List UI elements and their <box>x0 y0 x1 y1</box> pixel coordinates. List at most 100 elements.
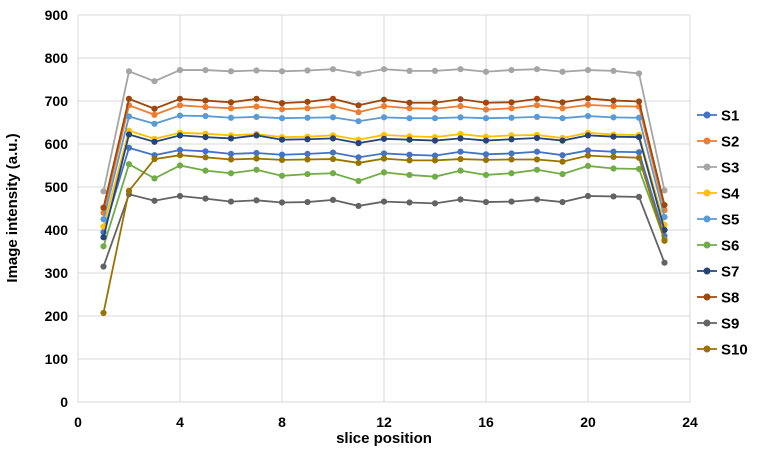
point-S9 <box>227 198 235 205</box>
point-S8 <box>125 95 133 102</box>
point-S5 <box>380 114 388 121</box>
legend-marker-dot <box>703 111 711 119</box>
series-layer <box>100 66 668 317</box>
point-S8 <box>406 99 413 106</box>
point-S5 <box>406 115 413 122</box>
x-tick-label: 4 <box>176 414 184 430</box>
point-S3 <box>151 78 158 85</box>
legend-label: S10 <box>721 342 748 359</box>
point-S9 <box>304 198 311 206</box>
point-S7 <box>355 140 362 147</box>
point-S2 <box>329 103 337 110</box>
grid-layer <box>77 14 691 403</box>
point-S1 <box>457 148 464 155</box>
point-S2 <box>227 105 235 112</box>
point-S10 <box>329 155 337 163</box>
point-S6 <box>610 165 617 172</box>
point-S2 <box>304 105 311 112</box>
legend-label: S6 <box>721 238 739 255</box>
point-S9 <box>661 259 668 266</box>
point-S6 <box>406 171 413 179</box>
legend-label: S2 <box>721 134 739 151</box>
legend-label: S7 <box>721 264 739 281</box>
point-S6 <box>635 165 643 173</box>
legend-label: S8 <box>721 290 739 307</box>
point-S1 <box>176 146 184 154</box>
y-tick-label: 300 <box>45 265 69 281</box>
point-S8 <box>610 97 617 104</box>
point-S1 <box>125 144 133 151</box>
point-S10 <box>584 152 592 159</box>
point-S3 <box>661 187 668 194</box>
point-S3 <box>533 66 541 73</box>
point-S3 <box>508 66 515 74</box>
point-S7 <box>329 135 337 142</box>
point-S1 <box>508 150 515 157</box>
point-S5 <box>304 114 311 121</box>
point-S2 <box>176 102 184 109</box>
point-S8 <box>584 95 592 102</box>
point-S5 <box>202 112 209 120</box>
legend-item-S6: S6 <box>697 238 739 255</box>
legend-item-S9: S9 <box>697 316 739 333</box>
point-S6 <box>559 171 566 178</box>
point-S9 <box>176 192 184 200</box>
point-S9 <box>635 193 643 200</box>
y-tick-label: 900 <box>45 7 69 23</box>
point-S6 <box>278 172 286 179</box>
point-S2 <box>482 106 490 113</box>
point-S5 <box>329 114 337 121</box>
series-S8 <box>100 95 668 211</box>
point-S7 <box>227 135 235 142</box>
point-S2 <box>253 103 260 110</box>
point-S2 <box>151 111 158 118</box>
point-S10 <box>508 156 515 163</box>
point-S5 <box>457 114 464 121</box>
point-S1 <box>482 151 490 158</box>
series-S6 <box>100 161 668 250</box>
point-S10 <box>482 156 490 164</box>
y-tick-label: 200 <box>45 308 69 324</box>
point-S9 <box>329 196 337 203</box>
x-tick-label: 12 <box>376 414 392 430</box>
point-S1 <box>278 151 286 158</box>
point-S2 <box>533 102 541 109</box>
point-S3 <box>431 67 439 74</box>
point-S2 <box>278 106 286 113</box>
point-S9 <box>533 196 541 203</box>
point-S10 <box>610 153 617 160</box>
legend-label: S3 <box>721 160 739 177</box>
point-S8 <box>253 95 260 102</box>
point-S10 <box>380 155 388 162</box>
point-S7 <box>584 132 592 139</box>
point-S8 <box>304 98 311 105</box>
point-S8 <box>355 102 362 109</box>
point-S6 <box>151 175 158 182</box>
point-S6 <box>584 162 592 170</box>
point-S10 <box>304 156 311 163</box>
point-S6 <box>457 167 464 174</box>
point-S9 <box>151 197 158 204</box>
point-S8 <box>227 99 235 106</box>
point-S7 <box>457 135 464 142</box>
point-S5 <box>125 113 133 120</box>
point-S2 <box>380 103 388 110</box>
point-S7 <box>151 138 158 145</box>
point-S8 <box>457 96 464 103</box>
point-S3 <box>329 66 337 73</box>
legend-label: S5 <box>721 212 739 229</box>
point-S9 <box>202 195 209 202</box>
x-tick-label: 16 <box>478 414 494 430</box>
point-S10 <box>278 156 286 164</box>
point-S3 <box>610 67 617 74</box>
x-axis-title: slice position <box>336 430 432 447</box>
y-tick-label: 800 <box>45 50 69 66</box>
point-S5 <box>635 114 643 121</box>
point-S9 <box>431 200 439 207</box>
point-S5 <box>533 113 541 121</box>
point-S1 <box>304 150 311 157</box>
y-tick-label: 0 <box>60 394 68 410</box>
legend-marker-dot <box>703 215 711 223</box>
point-S9 <box>253 197 260 204</box>
